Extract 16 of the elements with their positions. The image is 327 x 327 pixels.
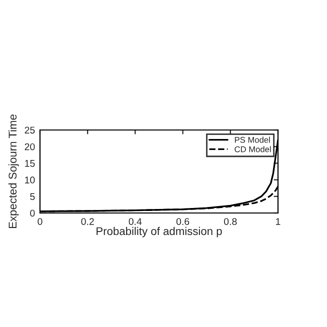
x-tick-label: 0.2 bbox=[81, 218, 94, 225]
x-tick-label: 0.8 bbox=[224, 218, 237, 225]
x-axis-title: Probability of admission p bbox=[96, 226, 222, 238]
y-tick-label: 20 bbox=[24, 143, 35, 150]
x-tick-label: 1 bbox=[276, 218, 280, 225]
y-tick-label: 0 bbox=[30, 210, 35, 217]
legend-label: PS Model bbox=[234, 136, 270, 143]
legend-label: CD Model bbox=[234, 146, 271, 152]
y-tick-label: 15 bbox=[25, 160, 35, 167]
y-tick-label: 5 bbox=[30, 193, 35, 200]
y-axis-title: Expected Sojourn Time bbox=[8, 114, 19, 228]
x-tick-label: 0.6 bbox=[176, 218, 190, 225]
y-tick-label: 10 bbox=[25, 176, 35, 184]
x-tick-label: 0 bbox=[38, 218, 42, 225]
x-tick-label: 0.4 bbox=[128, 218, 142, 225]
y-tick-label: 25 bbox=[24, 126, 35, 134]
